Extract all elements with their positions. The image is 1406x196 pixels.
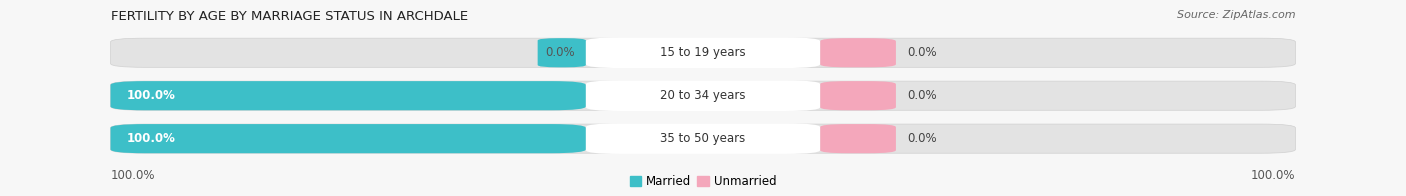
Text: 0.0%: 0.0% bbox=[907, 46, 936, 59]
Legend: Married, Unmarried: Married, Unmarried bbox=[624, 170, 782, 193]
Text: 100.0%: 100.0% bbox=[1251, 169, 1295, 182]
Text: Source: ZipAtlas.com: Source: ZipAtlas.com bbox=[1177, 10, 1295, 20]
Text: 100.0%: 100.0% bbox=[111, 169, 155, 182]
FancyBboxPatch shape bbox=[111, 81, 586, 110]
Text: 15 to 19 years: 15 to 19 years bbox=[661, 46, 745, 59]
Text: 0.0%: 0.0% bbox=[907, 89, 936, 102]
Text: 100.0%: 100.0% bbox=[127, 89, 176, 102]
FancyBboxPatch shape bbox=[586, 123, 820, 154]
FancyBboxPatch shape bbox=[111, 124, 586, 153]
FancyBboxPatch shape bbox=[820, 124, 896, 153]
Text: FERTILITY BY AGE BY MARRIAGE STATUS IN ARCHDALE: FERTILITY BY AGE BY MARRIAGE STATUS IN A… bbox=[111, 10, 468, 23]
FancyBboxPatch shape bbox=[586, 80, 820, 111]
Text: 20 to 34 years: 20 to 34 years bbox=[661, 89, 745, 102]
FancyBboxPatch shape bbox=[111, 81, 1295, 110]
FancyBboxPatch shape bbox=[537, 38, 586, 67]
Text: 100.0%: 100.0% bbox=[127, 132, 176, 145]
FancyBboxPatch shape bbox=[820, 38, 896, 67]
Text: 0.0%: 0.0% bbox=[907, 132, 936, 145]
FancyBboxPatch shape bbox=[820, 81, 896, 110]
FancyBboxPatch shape bbox=[586, 37, 820, 68]
FancyBboxPatch shape bbox=[111, 124, 1295, 153]
Text: 0.0%: 0.0% bbox=[546, 46, 575, 59]
Text: 35 to 50 years: 35 to 50 years bbox=[661, 132, 745, 145]
FancyBboxPatch shape bbox=[111, 38, 1295, 67]
